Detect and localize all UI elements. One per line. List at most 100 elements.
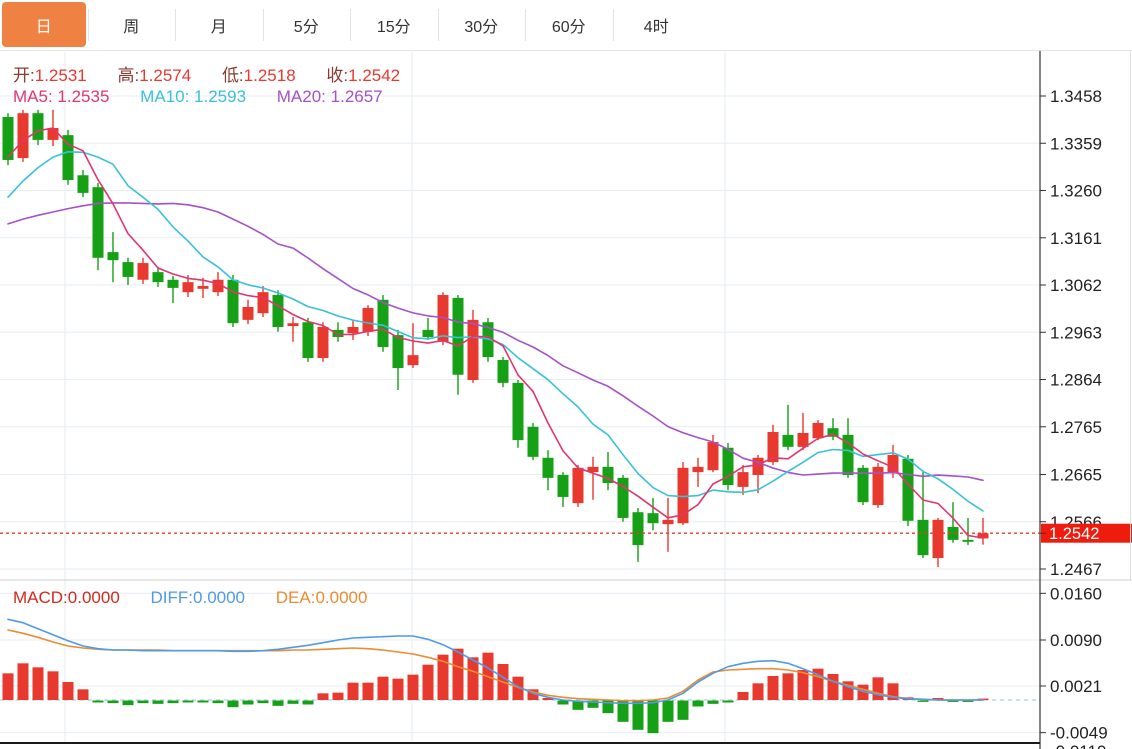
candle[interactable] [752,457,764,475]
candle[interactable] [107,252,119,261]
candle[interactable] [137,263,149,280]
candle[interactable] [737,472,749,487]
candle[interactable] [2,117,14,160]
macd-bar [407,674,419,700]
macd-bar [557,700,569,705]
tab-5min[interactable]: 5分 [262,0,351,50]
candle[interactable] [437,295,449,342]
candle[interactable] [32,113,44,140]
macd-bar [617,700,629,722]
candle[interactable] [182,282,194,293]
candle[interactable] [47,127,59,140]
current-price-tag [1041,523,1132,543]
candle[interactable] [812,422,824,439]
candle[interactable] [842,434,854,475]
candle[interactable] [272,295,284,328]
candle[interactable] [797,432,809,447]
candle[interactable] [287,323,299,327]
candle[interactable] [707,442,719,471]
candle[interactable] [227,279,239,324]
tab-30min[interactable]: 30分 [437,0,526,50]
price-axis-label: 1.2665 [1050,466,1102,485]
macd-bar [932,698,944,700]
candle[interactable] [857,467,869,503]
candle[interactable] [377,299,389,348]
candle[interactable] [497,359,509,383]
candle[interactable] [242,306,254,320]
candle[interactable] [542,457,554,478]
tab-week[interactable]: 周 [87,0,176,50]
macd-bar [347,682,359,700]
candle[interactable] [572,467,584,504]
candle[interactable] [512,382,524,441]
candle[interactable] [392,335,404,369]
candle[interactable] [317,327,329,359]
candle[interactable] [152,272,164,283]
macd-bar [767,676,779,700]
candle[interactable] [332,329,344,338]
tab-15min[interactable]: 15分 [350,0,438,50]
candle[interactable] [407,355,419,366]
candle[interactable] [557,474,569,497]
tab-day[interactable]: 日 [0,0,88,50]
candle[interactable] [197,285,209,289]
candle[interactable] [527,426,539,457]
candle[interactable] [362,307,374,332]
candle[interactable] [632,512,644,546]
dea-value: DEA:0.0000 [275,588,368,607]
macd-value: MACD:0.0000 [13,588,120,607]
macd-bar [302,700,314,705]
candle[interactable] [62,135,74,181]
candle[interactable] [722,447,734,486]
macd-bar [707,700,719,704]
candle[interactable] [977,533,989,539]
candle[interactable] [917,519,929,556]
candle[interactable] [347,327,359,334]
macd-axis-label: 0.0090 [1050,631,1102,650]
candle[interactable] [902,458,914,521]
price-axis-label: 1.3161 [1050,229,1102,248]
candle[interactable] [887,454,899,473]
candle[interactable] [947,527,959,540]
diff-line [7,618,984,705]
macd-bar [602,700,614,714]
candle[interactable] [962,539,974,542]
candle[interactable] [692,466,704,473]
macd-bar [272,700,284,706]
candle[interactable] [212,279,224,293]
candle[interactable] [617,477,629,518]
candle[interactable] [932,519,944,559]
candle[interactable] [17,113,29,159]
macd-bar [122,700,134,706]
candle[interactable] [872,466,884,506]
candle[interactable] [452,297,464,375]
candle[interactable] [782,434,794,447]
candle[interactable] [77,175,89,193]
tab-month[interactable]: 月 [175,0,263,50]
candle[interactable] [257,292,269,314]
candle[interactable] [167,279,179,288]
candle[interactable] [647,513,659,524]
candle[interactable] [92,187,104,258]
macd-bar [962,700,974,702]
candle[interactable] [827,428,839,437]
macd-bar [92,700,104,703]
candle[interactable] [677,467,689,524]
candle[interactable] [602,466,614,484]
tab-60min[interactable]: 60分 [525,0,613,50]
candle[interactable] [422,329,434,338]
candle[interactable] [662,519,674,525]
macd-bar [182,700,194,703]
macd-bar [782,673,794,700]
candle[interactable] [302,322,314,359]
candle[interactable] [767,432,779,463]
ma20-line [7,202,984,482]
candle[interactable] [587,466,599,473]
macd-bar [242,700,254,705]
candle[interactable] [467,319,479,380]
candle[interactable] [122,262,134,277]
macd-bar [332,692,344,700]
tab-4hour[interactable]: 4时 [612,0,701,50]
